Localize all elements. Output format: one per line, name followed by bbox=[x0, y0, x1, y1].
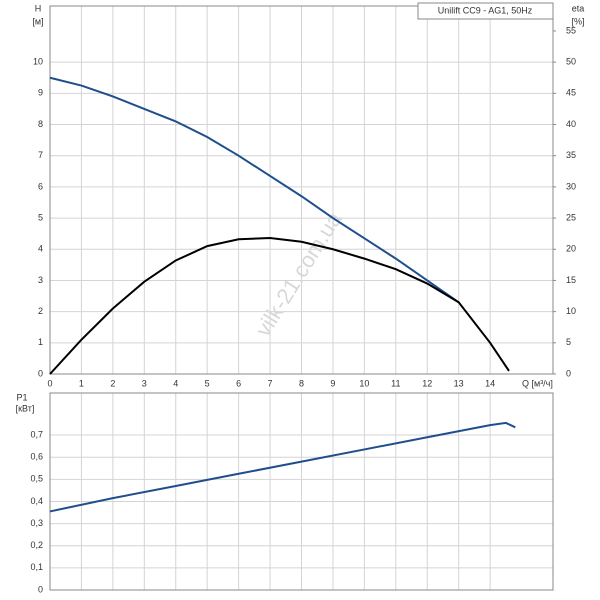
y2-tick-label: 55 bbox=[566, 25, 576, 35]
chart-title: Unilift CC9 - AG1, 50Hz bbox=[438, 5, 533, 15]
curve bbox=[49, 421, 516, 513]
y-tick-label: 9 bbox=[38, 88, 43, 98]
y-tick-label: 0 bbox=[38, 368, 43, 378]
x-tick-label: 10 bbox=[359, 378, 369, 388]
y-tick-label: 1 bbox=[38, 337, 43, 347]
y-tick-label: 8 bbox=[38, 119, 43, 129]
y-tick-label: 0,5 bbox=[30, 474, 43, 484]
x-tick-label: 3 bbox=[142, 378, 147, 388]
y2-tick-label: 10 bbox=[566, 306, 576, 316]
y2-tick-label: 30 bbox=[566, 181, 576, 191]
x-tick-label: 2 bbox=[110, 378, 115, 388]
y-tick-label: 10 bbox=[33, 57, 43, 67]
curve bbox=[49, 76, 460, 304]
y2-axis-label: eta bbox=[572, 3, 585, 13]
y-tick-label: 0 bbox=[38, 584, 43, 594]
y-tick-label: 4 bbox=[38, 244, 43, 254]
x-tick-label: 7 bbox=[268, 378, 273, 388]
y-tick-label: 2 bbox=[38, 306, 43, 316]
y-axis-label: P1 bbox=[16, 392, 27, 402]
y-axis-label: H bbox=[35, 3, 42, 13]
y2-tick-label: 5 bbox=[566, 337, 571, 347]
plot-frame bbox=[49, 5, 554, 375]
x-axis-label: Q [м³/ч] bbox=[522, 378, 553, 388]
y-tick-label: 0,7 bbox=[30, 429, 43, 439]
y-tick-label: 5 bbox=[38, 212, 43, 222]
y-tick-label: 0,3 bbox=[30, 518, 43, 528]
y-tick-label: 7 bbox=[38, 150, 43, 160]
y2-tick-label: 35 bbox=[566, 150, 576, 160]
y-tick-label: 6 bbox=[38, 181, 43, 191]
y-tick-label: 0,1 bbox=[30, 562, 43, 572]
y2-tick-label: 40 bbox=[566, 119, 576, 129]
y-tick-label: 3 bbox=[38, 275, 43, 285]
y2-tick-label: 20 bbox=[566, 244, 576, 254]
x-tick-label: 1 bbox=[79, 378, 84, 388]
x-tick-label: 0 bbox=[47, 378, 52, 388]
y-tick-label: 0,2 bbox=[30, 540, 43, 550]
curve bbox=[49, 237, 510, 375]
y-tick-label: 0,6 bbox=[30, 452, 43, 462]
y2-axis-unit: [%] bbox=[571, 16, 584, 26]
x-tick-label: 6 bbox=[236, 378, 241, 388]
x-tick-label: 5 bbox=[205, 378, 210, 388]
x-tick-label: 11 bbox=[391, 378, 400, 388]
x-tick-label: 14 bbox=[485, 378, 495, 388]
y-tick-label: 0,4 bbox=[30, 496, 43, 506]
y2-tick-label: 0 bbox=[566, 368, 571, 378]
y2-tick-label: 50 bbox=[566, 57, 576, 67]
plot-frame bbox=[49, 392, 554, 591]
x-tick-label: 13 bbox=[454, 378, 464, 388]
y-axis-unit: [кВт] bbox=[16, 403, 35, 413]
x-tick-label: 8 bbox=[299, 378, 304, 388]
y2-tick-label: 15 bbox=[566, 275, 576, 285]
y2-tick-label: 45 bbox=[566, 88, 576, 98]
x-tick-label: 12 bbox=[422, 378, 432, 388]
x-tick-label: 4 bbox=[173, 378, 178, 388]
y-axis-unit: [м] bbox=[32, 16, 43, 26]
title-box bbox=[417, 2, 554, 20]
x-tick-label: 9 bbox=[330, 378, 335, 388]
y2-tick-label: 25 bbox=[566, 212, 576, 222]
